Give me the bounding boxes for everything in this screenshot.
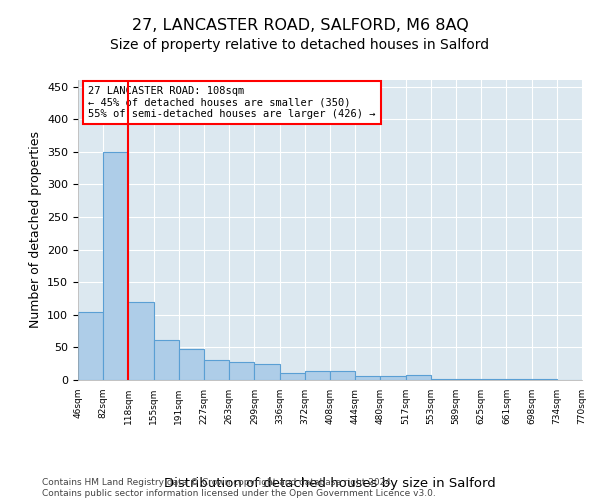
Bar (305, 371, 330, 380)
Bar (103, 152, 128, 380)
Text: 27, LANCASTER ROAD, SALFORD, M6 8AQ: 27, LANCASTER ROAD, SALFORD, M6 8AQ (131, 18, 469, 32)
Bar (78, 312, 103, 380)
Bar (179, 350, 204, 380)
Bar (229, 362, 254, 380)
Bar (330, 371, 355, 380)
Bar (355, 376, 380, 380)
Bar (431, 378, 456, 380)
Bar (204, 360, 229, 380)
Bar (380, 376, 406, 380)
X-axis label: Distribution of detached houses by size in Salford: Distribution of detached houses by size … (164, 477, 496, 490)
Bar (154, 340, 179, 380)
Text: 27 LANCASTER ROAD: 108sqm
← 45% of detached houses are smaller (350)
55% of semi: 27 LANCASTER ROAD: 108sqm ← 45% of detac… (88, 86, 376, 119)
Text: Size of property relative to detached houses in Salford: Size of property relative to detached ho… (110, 38, 490, 52)
Bar (280, 374, 305, 380)
Y-axis label: Number of detached properties: Number of detached properties (29, 132, 41, 328)
Bar (254, 364, 280, 380)
Bar (128, 302, 154, 380)
Text: Contains HM Land Registry data © Crown copyright and database right 2024.
Contai: Contains HM Land Registry data © Crown c… (42, 478, 436, 498)
Bar (406, 376, 431, 380)
